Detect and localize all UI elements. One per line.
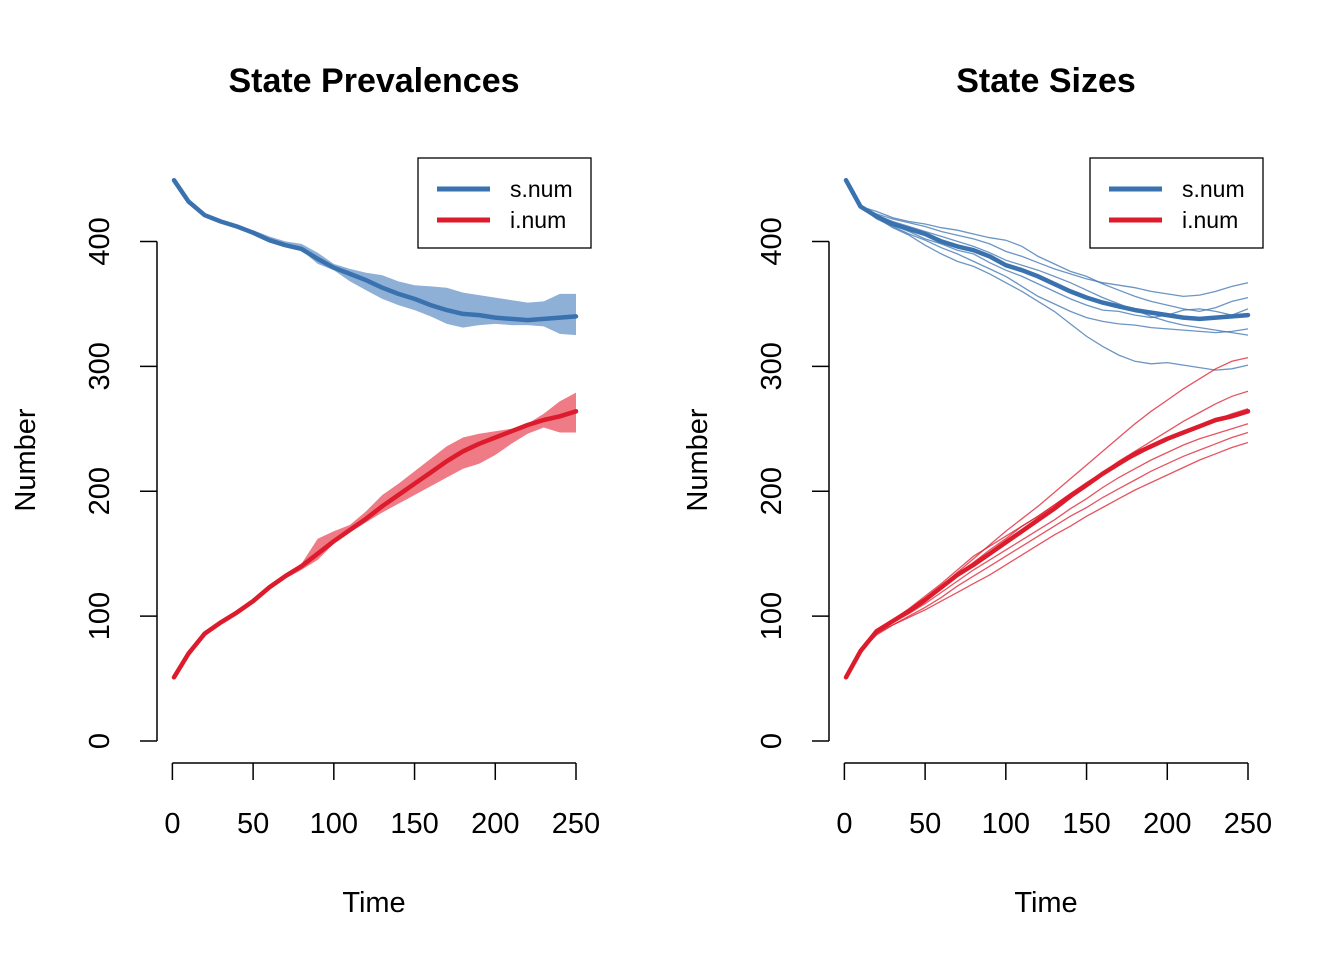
legend-label-i-num: i.num bbox=[1182, 207, 1238, 233]
x-tick-label: 50 bbox=[237, 808, 269, 840]
run-line-i-num-2 bbox=[845, 390, 1249, 678]
legend: s.num i.num bbox=[417, 157, 592, 249]
chart-title: State Sizes bbox=[956, 62, 1136, 100]
x-axis: 0 50 100 150 200 250 bbox=[164, 762, 600, 840]
mean-line-s-num bbox=[171, 177, 579, 323]
run-line-s-num-1 bbox=[845, 179, 1249, 298]
y-tick-label: 100 bbox=[756, 592, 788, 640]
x-tick-label: 200 bbox=[471, 808, 519, 840]
chart-title: State Prevalences bbox=[228, 62, 519, 100]
y-tick-label: 200 bbox=[84, 467, 116, 515]
y-tick-label: 300 bbox=[756, 342, 788, 390]
chart-state-sizes: State Sizes Time Number 0 50 100 150 200 250 … bbox=[682, 62, 1272, 919]
x-tick-label: 200 bbox=[1143, 808, 1191, 840]
y-tick-label: 200 bbox=[756, 467, 788, 515]
legend-label-i-num: i.num bbox=[510, 207, 566, 233]
x-tick-label: 0 bbox=[836, 808, 852, 840]
run-line-s-num-6 bbox=[845, 179, 1249, 336]
x-axis-label: Time bbox=[342, 887, 405, 919]
x-tick-label: 100 bbox=[310, 808, 358, 840]
y-tick-label: 400 bbox=[756, 217, 788, 265]
run-line-s-num-2 bbox=[845, 179, 1249, 313]
y-tick-label: 300 bbox=[84, 342, 116, 390]
x-tick-label: 150 bbox=[390, 808, 438, 840]
x-axis-label: Time bbox=[1014, 887, 1077, 919]
x-tick-label: 150 bbox=[1062, 808, 1110, 840]
run-line-i-num-5 bbox=[845, 431, 1249, 678]
run-line-i-num-3 bbox=[845, 408, 1249, 678]
confidence-bands bbox=[174, 180, 576, 678]
legend-box bbox=[417, 157, 592, 249]
y-tick-label: 0 bbox=[84, 733, 116, 749]
chart-state-prevalences: State Prevalences Time Number 0 50 100 150 2… bbox=[10, 62, 600, 919]
y-axis-label: Number bbox=[682, 408, 714, 511]
x-tick-label: 50 bbox=[909, 808, 941, 840]
y-axis: 0 100 200 300 400 bbox=[756, 217, 830, 749]
band-i-num bbox=[174, 392, 576, 678]
mean-line-i-num bbox=[171, 409, 579, 680]
run-line-s-num-4 bbox=[845, 179, 1249, 334]
run-line-i-num-6 bbox=[845, 441, 1249, 678]
y-tick-label: 400 bbox=[84, 217, 116, 265]
run-line-s-num-5 bbox=[845, 179, 1249, 371]
legend-box bbox=[1089, 157, 1264, 249]
run-line-i-num-1 bbox=[845, 356, 1249, 678]
y-axis-label: Number bbox=[10, 408, 42, 511]
run-line-i-num-4 bbox=[845, 423, 1249, 678]
x-axis: 0 50 100 150 200 250 bbox=[836, 762, 1272, 840]
run-line-s-num-3 bbox=[845, 179, 1249, 319]
x-tick-label: 100 bbox=[982, 808, 1030, 840]
y-tick-label: 100 bbox=[84, 592, 116, 640]
legend-label-s-num: s.num bbox=[510, 176, 573, 202]
y-tick-label: 0 bbox=[756, 733, 788, 749]
mean-lines bbox=[171, 177, 579, 680]
y-axis: 0 100 200 300 400 bbox=[84, 217, 158, 749]
mean-lines bbox=[843, 177, 1251, 680]
mean-line-s-num bbox=[843, 177, 1251, 322]
band-s-num bbox=[174, 180, 576, 336]
legend: s.num i.num bbox=[1089, 157, 1264, 249]
x-tick-label: 0 bbox=[164, 808, 180, 840]
legend-label-s-num: s.num bbox=[1182, 176, 1245, 202]
x-tick-label: 250 bbox=[1224, 808, 1272, 840]
mean-line-i-num bbox=[843, 409, 1251, 680]
x-tick-label: 250 bbox=[552, 808, 600, 840]
